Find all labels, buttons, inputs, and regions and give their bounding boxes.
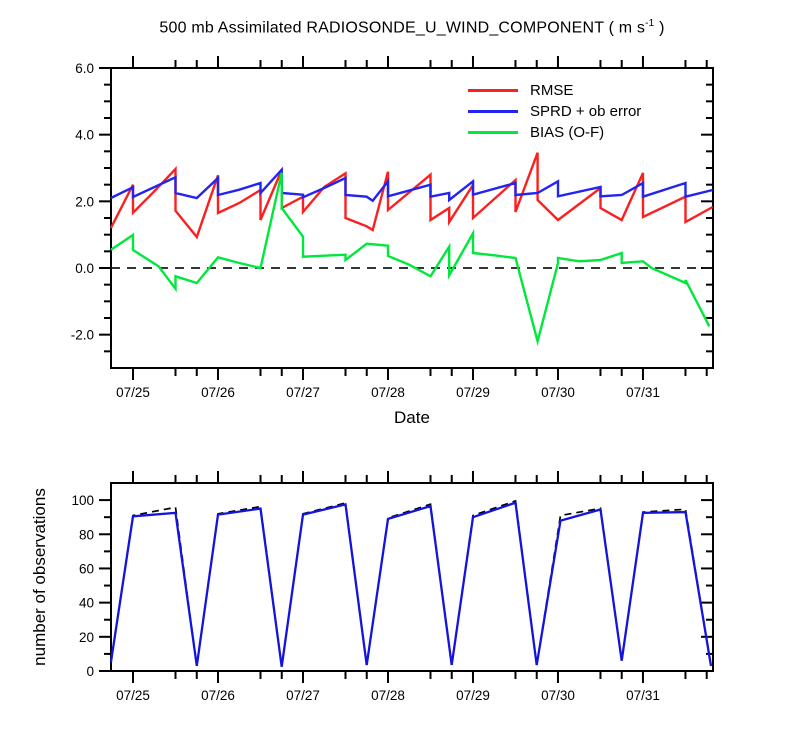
- y-tick-label: 100: [71, 493, 94, 508]
- x-axis-title: Date: [394, 408, 430, 427]
- sprd-line: [110, 166, 713, 203]
- x-tick-label: 07/25: [116, 688, 150, 703]
- bottom-panel-frame: [110, 482, 714, 672]
- x-tick-label: 07/31: [626, 688, 660, 703]
- x-tick-label: 07/27: [286, 688, 320, 703]
- sprd-line-swatch: [468, 110, 518, 113]
- bias-line: [110, 172, 711, 347]
- y-tick-label: 40: [79, 596, 94, 611]
- y-tick-label: 6.0: [75, 61, 94, 76]
- chart-title-superscript: -1: [645, 18, 655, 29]
- x-tick-label: 07/30: [541, 688, 575, 703]
- chart-title-suffix: ): [654, 19, 665, 37]
- x-tick-label: 07/27: [286, 385, 320, 400]
- x-tick-label: 07/28: [371, 385, 405, 400]
- legend-item-sprd: SPRD + ob error: [468, 101, 641, 122]
- y-tick-label: 0.0: [75, 261, 94, 276]
- obs-count-solid-line: [109, 501, 713, 667]
- x-tick-label: 07/26: [201, 688, 235, 703]
- legend-item-bias: BIAS (O-F): [468, 122, 641, 143]
- y-tick-label: 2.0: [75, 194, 94, 209]
- legend-label-rmse: RMSE: [530, 82, 574, 99]
- chart-title-text: 500 mb Assimilated RADIOSONDE_U_WIND_COM…: [159, 19, 646, 37]
- y-tick-label: 60: [79, 561, 94, 576]
- rmse-line-swatch: [468, 89, 518, 92]
- y-tick-label: -2.0: [71, 328, 94, 343]
- x-tick-label: 07/28: [371, 688, 405, 703]
- x-tick-label: 07/29: [456, 688, 490, 703]
- x-tick-label: 07/29: [456, 385, 490, 400]
- chart-title: 500 mb Assimilated RADIOSONDE_U_WIND_COM…: [111, 18, 713, 37]
- legend-item-rmse: RMSE: [468, 80, 641, 101]
- legend-label-sprd: SPRD + ob error: [530, 103, 642, 120]
- legend-label-bias: BIAS (O-F): [530, 124, 605, 141]
- bias-line-swatch: [468, 131, 518, 134]
- x-tick-label: 07/31: [626, 385, 660, 400]
- x-tick-label: 07/26: [201, 385, 235, 400]
- y-tick-label: 80: [79, 527, 94, 542]
- y-tick-label: 4.0: [75, 128, 94, 143]
- legend: RMSE SPRD + ob error BIAS (O-F): [468, 80, 641, 143]
- x-tick-label: 07/25: [116, 385, 150, 400]
- x-tick-label: 07/30: [541, 385, 575, 400]
- y-tick-label: 0: [86, 664, 94, 679]
- y-tick-label: 20: [79, 630, 94, 645]
